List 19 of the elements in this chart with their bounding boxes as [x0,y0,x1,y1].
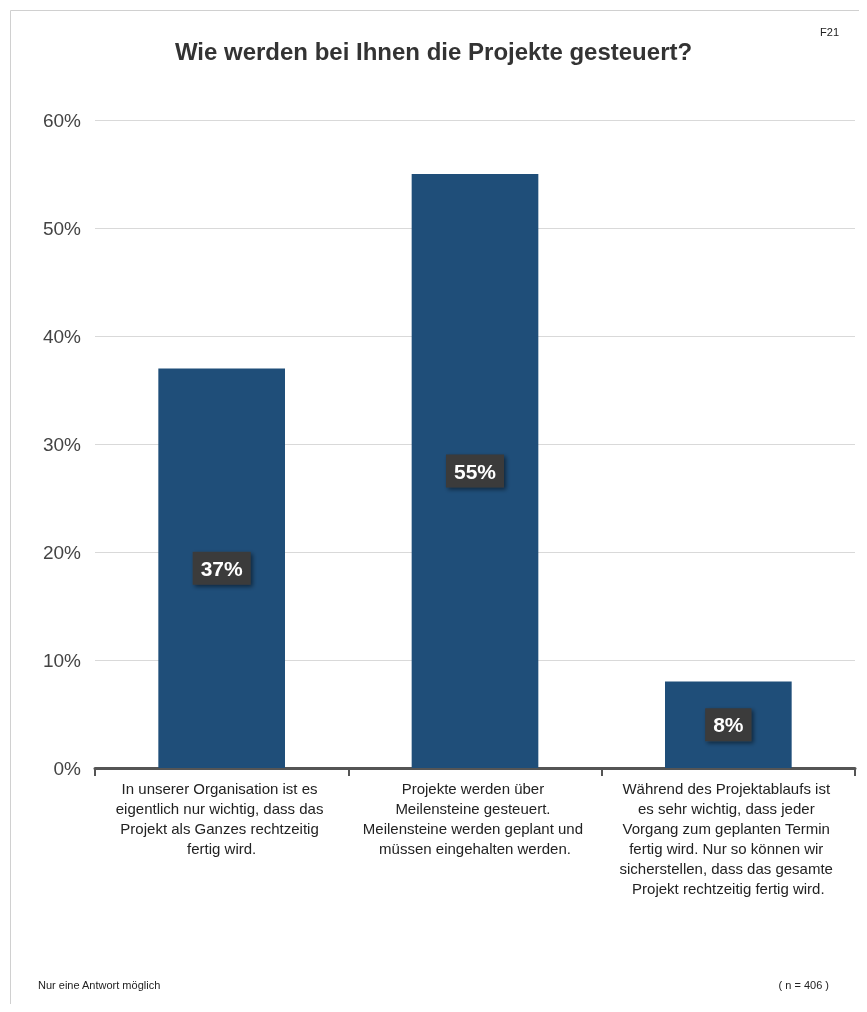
y-tick-label: 0% [53,757,82,779]
y-tick-label: 50% [42,217,82,239]
text: Nur eine Antwort möglich [38,978,161,991]
data-label: 37% [200,556,244,580]
y-tick-label: 40% [42,325,82,347]
y-tick-label: 30% [42,433,82,455]
y-tick-label: 60% [42,109,82,131]
y-tick-label: 20% [42,541,82,563]
data-label: 55% [453,459,497,483]
text: ( n = 406 ) [778,978,830,991]
x-tick-label: Während des Projektablaufs ist es sehr wichtig, dass jeder Vorgang zum geplanten Termin fertig wird. Nur so können wir sicherstellen, dass das gesamte Projekt rechtzeitig fertig wird. [619,779,838,897]
data-label: 8% [713,713,744,737]
bar [411,174,539,768]
y-tick-label: 10% [42,649,82,671]
chart-title: Wie werden bei Ihnen die Projekte gesteuert? [174,37,693,65]
bar [158,368,285,768]
text: F21 [820,25,840,38]
x-tick-label: Projekte werden über Meilensteine gesteuert. Meilensteine werden geplant und müssen eingehalten werden. [362,779,588,857]
x-tick-label: In unserer Organisation ist es eigentlich nur wichtig, dass das Projekt als Ganzes rechtzeitig fertig wird. [115,779,328,857]
